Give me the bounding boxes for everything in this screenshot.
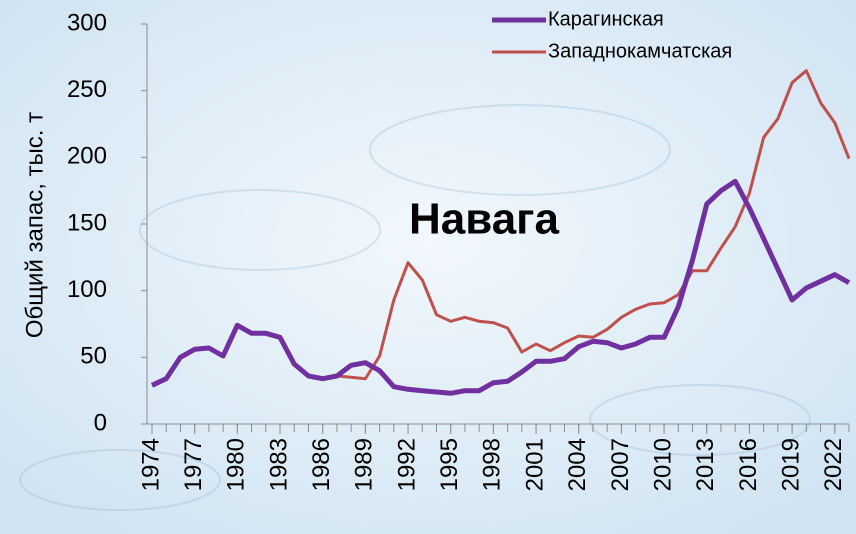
y-tick-label: 0 xyxy=(94,409,107,436)
chart: Общий запас, тыс. т Навага 0 50 100 150 200 2… xyxy=(0,0,856,534)
x-tick-label: 2004 xyxy=(564,438,591,491)
x-tick-label: 2019 xyxy=(777,438,804,491)
x-tick-label: 2001 xyxy=(521,438,548,491)
x-tick-label: 1974 xyxy=(137,438,164,491)
x-tick-label: 2007 xyxy=(607,438,634,491)
x-tick-label: 2010 xyxy=(649,438,676,491)
x-tick-label: 2013 xyxy=(692,438,719,491)
x-tick-label: 2022 xyxy=(820,438,847,491)
y-tick-label: 150 xyxy=(67,209,107,236)
legend-label: Карагинская xyxy=(548,8,664,30)
x-tick-label: 2016 xyxy=(735,438,762,491)
y-tick-label: 250 xyxy=(67,76,107,103)
y-axis-label: Общий запас, тыс. т xyxy=(21,112,48,338)
x-tick-label: 1980 xyxy=(223,438,250,491)
x-tick-label: 1989 xyxy=(351,438,378,491)
y-tick-label: 100 xyxy=(67,276,107,303)
x-tick-label: 1986 xyxy=(308,438,335,491)
x-tick-label: 1977 xyxy=(180,438,207,491)
y-tick-label: 50 xyxy=(80,343,107,370)
y-tick-label: 300 xyxy=(67,9,107,36)
x-tick-label: 1998 xyxy=(479,438,506,491)
y-tick-label: 200 xyxy=(67,143,107,170)
legend-label: Западнокамчатская xyxy=(548,40,732,62)
annotation: Навага xyxy=(409,195,560,244)
x-tick-label: 1995 xyxy=(436,438,463,491)
x-tick-label: 1992 xyxy=(393,438,420,491)
x-tick-label: 1983 xyxy=(265,438,292,491)
